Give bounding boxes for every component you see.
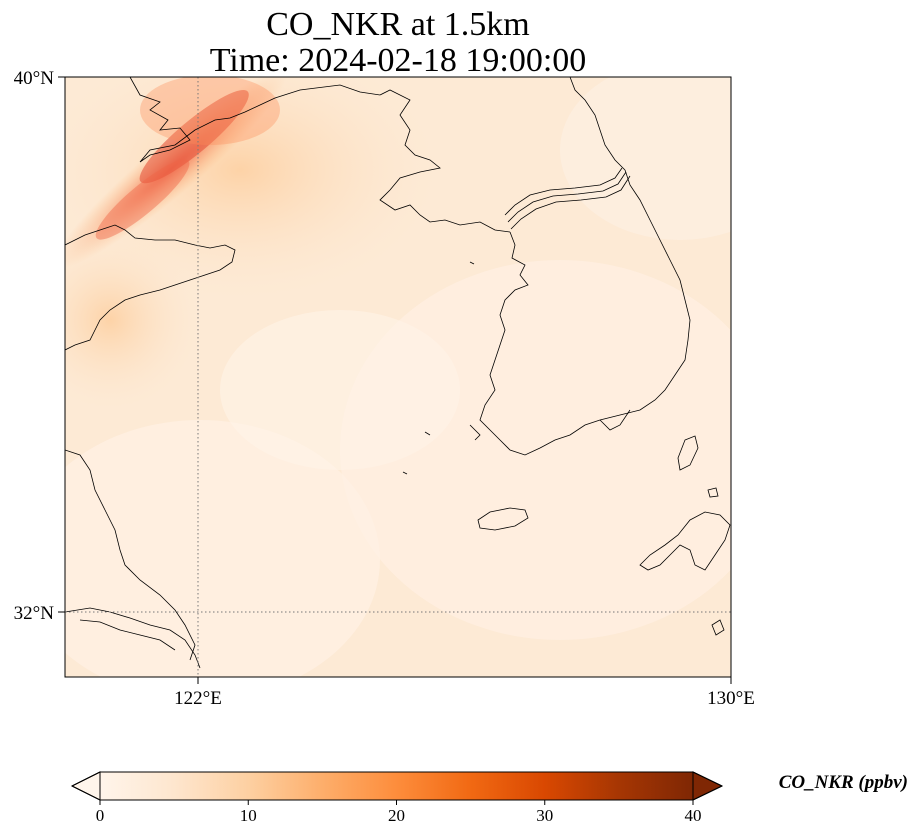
colorbar-gradient	[100, 772, 693, 800]
map-frame	[64, 76, 732, 678]
lat-tick-label-40: 40°N	[14, 68, 55, 89]
lat-tick-label-32: 32°N	[14, 603, 55, 624]
coastlines	[65, 77, 731, 669]
concentration-field	[65, 77, 731, 677]
map-title-line-1: CO_NKR at 1.5km	[266, 6, 530, 43]
lon-tick-label-130: 130°E	[707, 688, 755, 709]
colorbar-tick-label: 10	[240, 806, 257, 825]
colorbar: 0 10 20 30 40	[70, 771, 724, 825]
axis-ticks	[58, 76, 732, 684]
colorbar-tick-label: 0	[96, 806, 105, 825]
map-title-line-2: Time: 2024-02-18 19:00:00	[209, 42, 587, 79]
colorbar-tick-label: 20	[388, 806, 405, 825]
gridlines	[65, 77, 731, 677]
colorbar-tick-label: 30	[536, 806, 553, 825]
colorbar-tick-label: 40	[685, 806, 702, 825]
lon-tick-label-122: 122°E	[174, 688, 222, 709]
colorbar-extend-max	[692, 771, 724, 801]
colorbar-extend-min	[70, 771, 101, 801]
colorbar-title: CO_NKR (ppbv)	[779, 772, 908, 793]
